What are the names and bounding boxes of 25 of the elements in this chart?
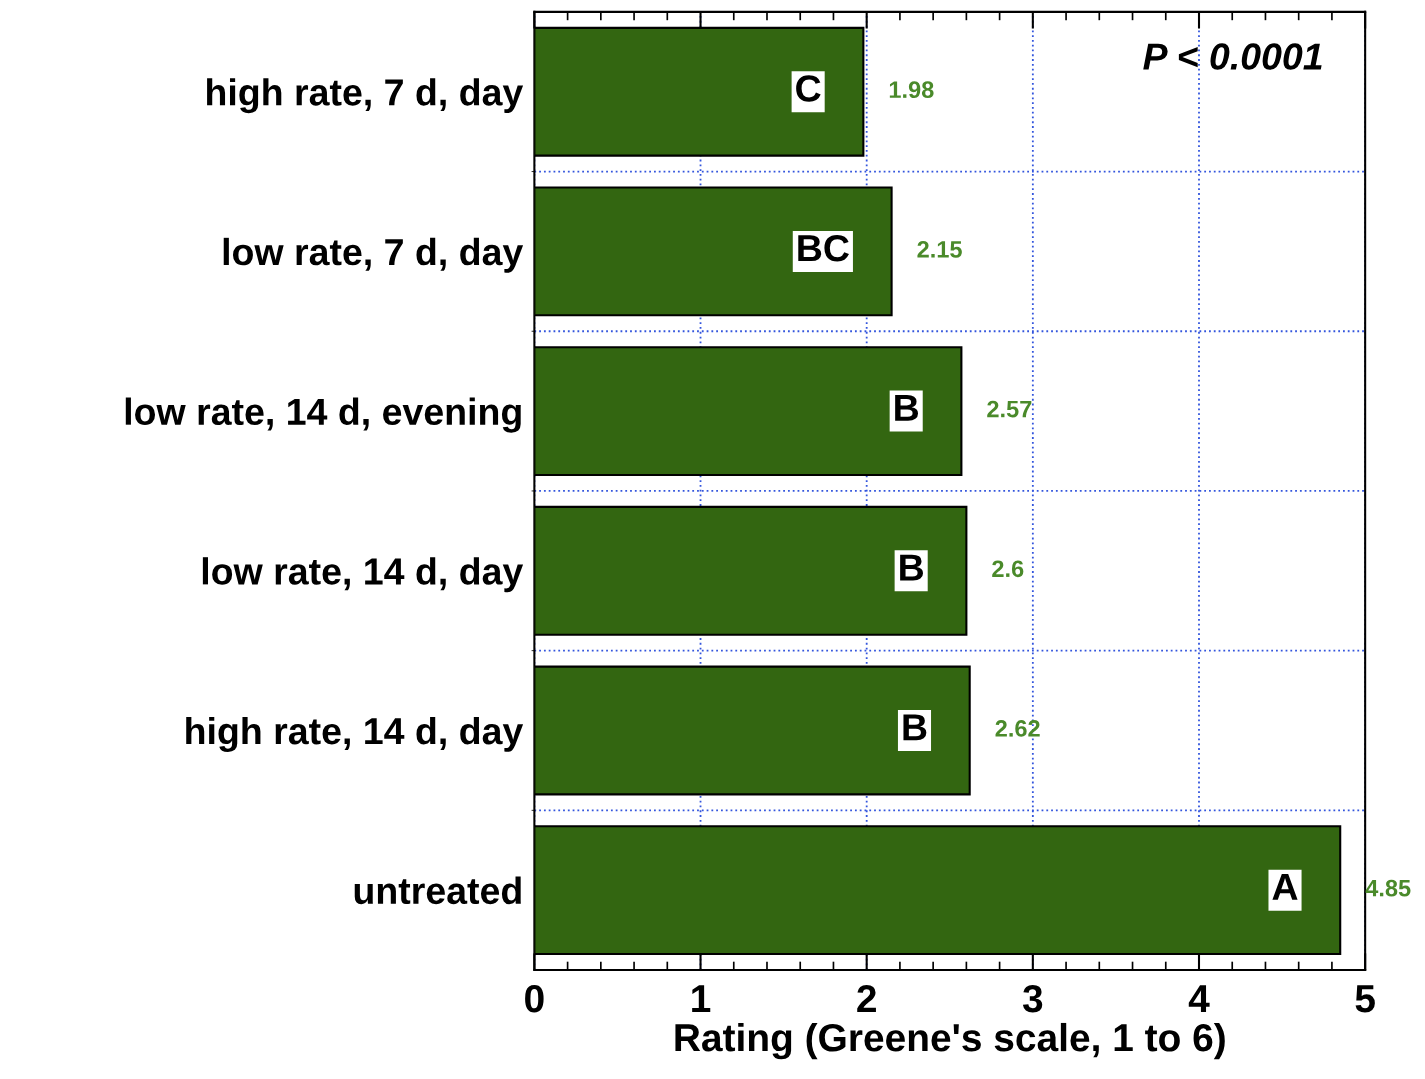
data-label: 2.57 [987,400,1032,418]
annotation: B [903,714,927,741]
y-tick-label: low rate, 14 d, evening [125,397,521,433]
y-tick-label: untreated [354,876,521,905]
x-tick-label: 2 [857,984,876,1013]
data-label: 2.6 [992,560,1024,578]
annotation: P < 0.0001 [1143,43,1322,70]
data-label: 1.98 [889,81,934,99]
x-tick-label: 5 [1355,985,1375,1013]
data-label: 2.15 [917,241,962,258]
annotation: B [895,395,919,421]
data-label: 2.62 [995,720,1040,737]
x-tick-label: 3 [1022,984,1043,1013]
y-tick-label: low rate, 7 d, day [223,237,524,273]
x-axis-title: Rating (Greene's scale, 1 to 6) [675,1022,1225,1060]
x-tick-label: 4 [1188,985,1210,1013]
x-tick-label: 1 [692,985,711,1013]
annotation: BC [798,234,849,262]
annotation: C [796,75,821,102]
y-tick-label: high rate, 7 d, day [207,78,524,114]
annotation: A [1272,874,1298,900]
x-tick-label: 0 [525,984,544,1013]
y-tick-label: high rate, 14 d, day [186,716,524,753]
annotation: B [900,554,924,581]
y-tick-label: low rate, 14 d, day [202,557,524,593]
